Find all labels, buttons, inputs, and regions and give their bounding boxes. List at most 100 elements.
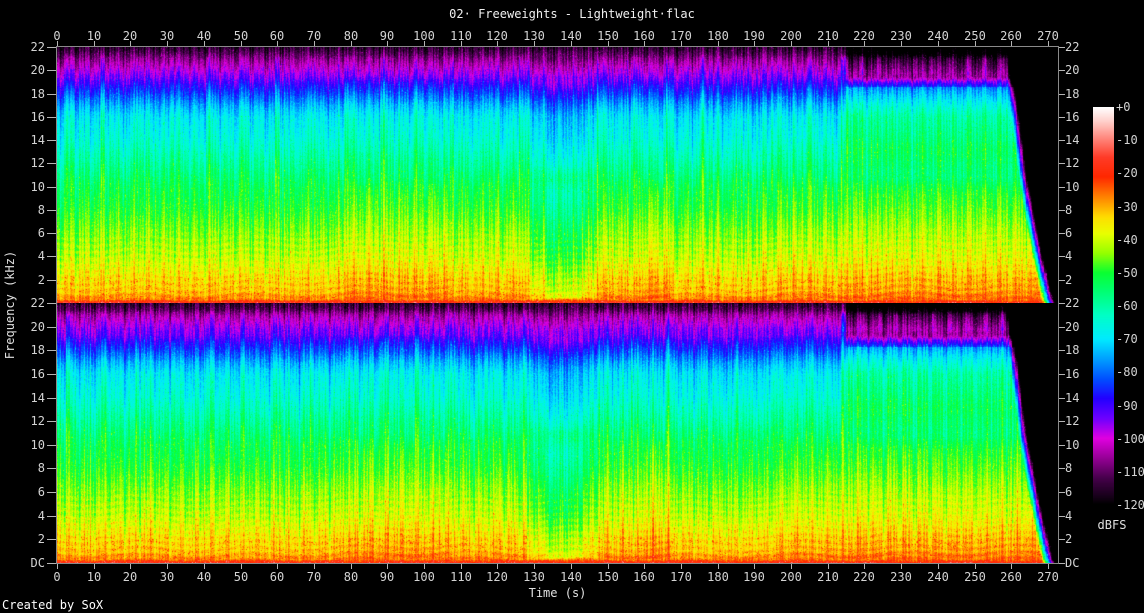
- freq-tick-label-left: 16: [30, 367, 45, 381]
- colorbar-tick-label: -10: [1116, 133, 1138, 147]
- time-tick-label-bottom: 80: [343, 570, 359, 584]
- time-tick-top: [277, 41, 278, 46]
- time-tick-bottom: [351, 564, 352, 569]
- freq-tick-label-right: 20: [1065, 63, 1080, 77]
- time-tick-label-bottom: 270: [1037, 570, 1059, 584]
- freq-tick-left: [47, 163, 56, 164]
- spectrogram-channel-1: [57, 47, 1058, 303]
- freq-tick-left: [47, 94, 56, 95]
- time-tick-label-top: 90: [379, 29, 395, 43]
- time-tick-label-top: 20: [122, 29, 138, 43]
- time-tick-top: [241, 41, 242, 46]
- freq-tick-right: [1059, 563, 1065, 564]
- time-tick-bottom: [718, 564, 719, 569]
- time-tick-label-bottom: 190: [743, 570, 765, 584]
- time-tick-label-top: 220: [853, 29, 875, 43]
- time-tick-top: [1048, 41, 1049, 46]
- time-tick-top: [828, 41, 829, 46]
- freq-tick-label-right: 4: [1065, 509, 1073, 523]
- time-tick-label-bottom: 100: [413, 570, 435, 584]
- freq-tick-label-left: 12: [30, 156, 45, 170]
- freq-tick-label-left: 8: [37, 461, 45, 475]
- freq-tick-label-right: 12: [1065, 156, 1080, 170]
- freq-tick-label-left: 4: [37, 509, 45, 523]
- time-tick-bottom: [571, 564, 572, 569]
- freq-tick-label-left: 2: [37, 532, 45, 546]
- freq-tick-left: [47, 303, 56, 304]
- time-tick-top: [94, 41, 95, 46]
- time-tick-label-top: 70: [306, 29, 322, 43]
- time-tick-bottom: [497, 564, 498, 569]
- freq-tick-label-left: 8: [37, 203, 45, 217]
- freq-tick-right: [1059, 256, 1065, 257]
- freq-tick-label-right: 2: [1065, 273, 1073, 287]
- time-tick-label-top: 40: [196, 29, 212, 43]
- freq-tick-label-right: 2: [1065, 532, 1073, 546]
- time-tick-label-top: 30: [159, 29, 175, 43]
- freq-tick-right: [1059, 303, 1065, 304]
- time-tick-top: [644, 41, 645, 46]
- freq-tick-right: [1059, 140, 1065, 141]
- time-tick-bottom: [828, 564, 829, 569]
- time-tick-label-bottom: 160: [633, 570, 655, 584]
- freq-tick-label-right: 10: [1065, 180, 1080, 194]
- time-tick-label-bottom: 230: [890, 570, 912, 584]
- time-tick-label-bottom: 170: [670, 570, 692, 584]
- time-tick-label-bottom: 60: [269, 570, 285, 584]
- time-tick-label-bottom: 250: [964, 570, 986, 584]
- freq-tick-label-right: 18: [1065, 87, 1080, 101]
- freq-tick-label-right: 22: [1065, 296, 1080, 310]
- freq-tick-left: [47, 374, 56, 375]
- colorbar-tick-label: -70: [1116, 332, 1138, 346]
- panel-frame-bottom: [56, 563, 1059, 564]
- time-tick-bottom: [277, 564, 278, 569]
- freq-tick-label-left: 4: [37, 249, 45, 263]
- frequency-axis-label: Frequency (kHz): [3, 250, 17, 360]
- panel-frame-top: [56, 46, 1059, 47]
- freq-tick-right: [1059, 210, 1065, 211]
- colorbar-tick-label: -20: [1116, 166, 1138, 180]
- freq-tick-left: [47, 421, 56, 422]
- freq-tick-right: [1059, 47, 1065, 48]
- time-tick-label-bottom: 260: [1000, 570, 1022, 584]
- spectrogram-channel-2: [57, 303, 1058, 563]
- freq-tick-right: [1059, 94, 1065, 95]
- time-tick-label-top: 160: [633, 29, 655, 43]
- freq-tick-label-right: 20: [1065, 320, 1080, 334]
- time-tick-bottom: [1011, 564, 1012, 569]
- freq-tick-left: [47, 280, 56, 281]
- freq-tick-left: [47, 398, 56, 399]
- colorbar-tick-label: -50: [1116, 266, 1138, 280]
- time-tick-bottom: [644, 564, 645, 569]
- time-tick-top: [864, 41, 865, 46]
- freq-tick-left: [47, 327, 56, 328]
- time-tick-label-top: 60: [269, 29, 285, 43]
- time-tick-top: [534, 41, 535, 46]
- time-tick-bottom: [167, 564, 168, 569]
- time-tick-label-bottom: 0: [53, 570, 61, 584]
- time-tick-label-bottom: 20: [122, 570, 138, 584]
- freq-tick-label-left: 22: [30, 296, 45, 310]
- time-tick-top: [791, 41, 792, 46]
- time-tick-label-top: 150: [597, 29, 619, 43]
- freq-tick-right: [1059, 516, 1065, 517]
- time-tick-top: [57, 41, 58, 46]
- time-tick-label-bottom: 200: [780, 570, 802, 584]
- time-tick-label-bottom: 40: [196, 570, 212, 584]
- time-tick-label-top: 80: [343, 29, 359, 43]
- time-tick-bottom: [314, 564, 315, 569]
- time-tick-label-top: 190: [743, 29, 765, 43]
- freq-tick-label-left: DC: [30, 556, 45, 570]
- time-tick-bottom: [130, 564, 131, 569]
- time-tick-label-top: 200: [780, 29, 802, 43]
- freq-tick-label-left: 14: [30, 391, 45, 405]
- time-tick-bottom: [681, 564, 682, 569]
- time-tick-label-top: 10: [86, 29, 102, 43]
- colorbar-tick-label: -80: [1116, 365, 1138, 379]
- time-tick-label-top: 140: [560, 29, 582, 43]
- time-tick-label-bottom: 150: [597, 570, 619, 584]
- time-tick-label-top: 180: [707, 29, 729, 43]
- time-tick-label-bottom: 50: [233, 570, 249, 584]
- time-tick-label-bottom: 30: [159, 570, 175, 584]
- time-tick-label-bottom: 110: [450, 570, 472, 584]
